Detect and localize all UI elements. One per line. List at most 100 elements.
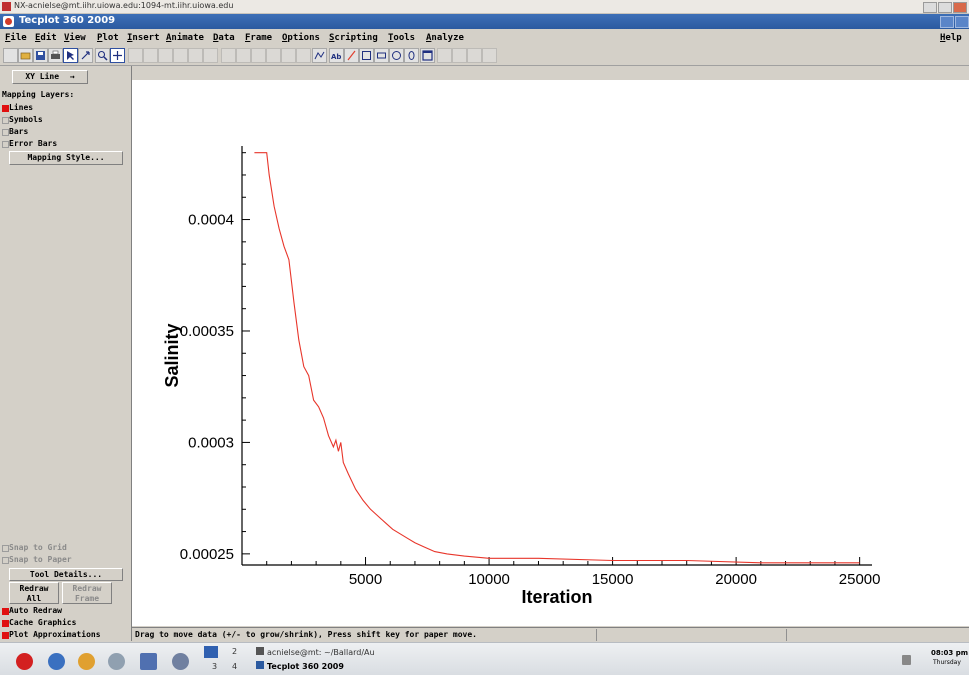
menu-animate[interactable]: Animate xyxy=(166,33,204,43)
app-minimize-icon[interactable] xyxy=(940,16,954,28)
menu-scripting[interactable]: Scripting xyxy=(329,33,378,43)
adjustor-arrow-icon[interactable] xyxy=(78,48,93,63)
y-tick-label: 0.00035 xyxy=(180,323,234,340)
circle-icon[interactable] xyxy=(389,48,404,63)
plot-type-select[interactable]: XY Line → xyxy=(12,70,88,84)
x-tick-label: 5000 xyxy=(349,571,382,588)
snap-grid-label: Snap to Grid xyxy=(9,543,67,552)
text-icon[interactable]: Ab xyxy=(329,48,344,63)
workspace-3[interactable]: 3 xyxy=(212,662,218,671)
print-icon[interactable] xyxy=(48,48,63,63)
minimize-icon[interactable] xyxy=(923,2,937,13)
cache-graphics-toggle[interactable]: Cache Graphics xyxy=(2,618,76,627)
x-axis-title: Iteration xyxy=(521,587,592,607)
close-icon[interactable] xyxy=(953,2,967,13)
redraw-all-button[interactable]: Redraw All xyxy=(9,582,59,604)
workspace-4[interactable]: 4 xyxy=(232,662,238,671)
mesh-icon[interactable] xyxy=(236,48,251,63)
layer-lines-toggle[interactable]: Lines xyxy=(2,103,33,112)
menu-help[interactable]: Help xyxy=(940,33,962,43)
option-label: Plot Approximations xyxy=(9,630,101,639)
plot-frame[interactable]: 5000 10000 15000 20000 25000 0.00025 0.0003 0.0… xyxy=(132,80,969,626)
grid-icon[interactable] xyxy=(467,48,482,63)
streamtrace-icon[interactable] xyxy=(188,48,203,63)
contour-add-icon[interactable] xyxy=(203,48,218,63)
new-layout-icon[interactable] xyxy=(3,48,18,63)
mail-icon[interactable] xyxy=(78,653,95,670)
toolbar: Ab xyxy=(0,46,969,66)
plot-approximations-toggle[interactable]: Plot Approximations xyxy=(2,630,101,639)
nx-window-title: NX-acnielse@mt.iihr.uiowa.edu:1094-mt.ii… xyxy=(14,1,234,10)
mapping-style-button[interactable]: Mapping Style... xyxy=(9,151,123,165)
taskbar: 2 3 4 acnielse@mt: ~/Ballard/Au Tecplot … xyxy=(0,642,969,675)
menu-insert[interactable]: Insert xyxy=(127,33,160,43)
data-table-icon[interactable] xyxy=(482,48,497,63)
menu-tools[interactable]: Tools xyxy=(388,33,416,43)
layer-label: Bars xyxy=(9,127,29,136)
utility-icon[interactable] xyxy=(172,653,189,670)
workspace-1-icon[interactable] xyxy=(204,646,218,658)
slice-icon[interactable] xyxy=(173,48,188,63)
taskbar-terminal-task[interactable]: acnielse@mt: ~/Ballard/Au xyxy=(256,647,375,657)
menu-frame[interactable]: Frame xyxy=(245,33,273,43)
rotate-axis-icon[interactable] xyxy=(143,48,158,63)
x-tick-label: 10000 xyxy=(468,571,510,588)
menu-bar: File Edit View Plot Insert Animate Data … xyxy=(0,30,969,45)
square-icon[interactable] xyxy=(374,48,389,63)
workspace-2[interactable]: 2 xyxy=(232,647,238,656)
maximize-icon[interactable] xyxy=(938,2,952,13)
chevron-down-icon: → xyxy=(69,72,75,81)
redraw-frame-button[interactable]: Redraw Frame xyxy=(62,582,112,604)
snap-to-grid-toggle[interactable]: Snap to Grid xyxy=(2,543,67,552)
layer-symbols-toggle[interactable]: Symbols xyxy=(2,115,43,124)
sketch-icon[interactable] xyxy=(437,48,452,63)
contour-remove-icon[interactable] xyxy=(221,48,236,63)
scatter-icon[interactable] xyxy=(281,48,296,63)
status-bar: Drag to move data (+/- to grow/shrink), … xyxy=(132,627,969,642)
vector-icon[interactable] xyxy=(266,48,281,63)
menu-plot[interactable]: Plot xyxy=(97,33,119,43)
tecplot-logo-icon xyxy=(3,16,14,27)
clock-day: Thursday xyxy=(933,659,961,666)
save-icon[interactable] xyxy=(33,48,48,63)
presentation-icon[interactable] xyxy=(140,653,157,670)
edge-icon[interactable] xyxy=(251,48,266,63)
rectangle-icon[interactable] xyxy=(359,48,374,63)
ellipse-icon[interactable] xyxy=(404,48,419,63)
nx-titlebar: NX-acnielse@mt.iihr.uiowa.edu:1094-mt.ii… xyxy=(0,0,969,14)
open-folder-icon[interactable] xyxy=(18,48,33,63)
menu-edit[interactable]: Edit xyxy=(35,33,57,43)
taskbar-tecplot-task[interactable]: Tecplot 360 2009 xyxy=(256,661,344,671)
browser-icon[interactable] xyxy=(48,653,65,670)
auto-redraw-toggle[interactable]: Auto Redraw xyxy=(2,606,62,615)
clipboard-icon[interactable] xyxy=(902,655,911,665)
office-icon[interactable] xyxy=(108,653,125,670)
menu-data[interactable]: Data xyxy=(213,33,235,43)
xy-line-chart[interactable]: 5000 10000 15000 20000 25000 0.00025 0.0003 0.0… xyxy=(132,80,969,626)
task-label: Tecplot 360 2009 xyxy=(267,662,344,671)
layer-error-bars-toggle[interactable]: Error Bars xyxy=(2,139,57,148)
checkbox-icon xyxy=(2,117,9,124)
probe-icon[interactable] xyxy=(158,48,173,63)
app-maximize-icon[interactable] xyxy=(955,16,969,28)
frame-icon[interactable] xyxy=(420,48,435,63)
zoom-icon[interactable] xyxy=(95,48,110,63)
selector-arrow-icon[interactable] xyxy=(63,48,78,63)
menu-view[interactable]: View xyxy=(64,33,86,43)
menu-options[interactable]: Options xyxy=(282,33,320,43)
extract-icon[interactable] xyxy=(452,48,467,63)
tool-details-button[interactable]: Tool Details... xyxy=(9,568,123,581)
layer-bars-toggle[interactable]: Bars xyxy=(2,127,29,136)
menu-file[interactable]: File xyxy=(5,33,27,43)
snap-to-paper-toggle[interactable]: Snap to Paper xyxy=(2,555,72,564)
clock-time[interactable]: 08:03 pm xyxy=(931,649,969,657)
checkbox-icon xyxy=(2,129,9,136)
polyline-icon[interactable] xyxy=(312,48,327,63)
shade-icon[interactable] xyxy=(296,48,311,63)
rotate-icon[interactable] xyxy=(128,48,143,63)
redhat-menu-icon[interactable] xyxy=(16,653,33,670)
menu-analyze[interactable]: Analyze xyxy=(426,33,464,43)
geometry-line-icon[interactable] xyxy=(344,48,359,63)
translate-icon[interactable] xyxy=(110,48,125,63)
plot-type-value: XY Line xyxy=(25,72,60,81)
